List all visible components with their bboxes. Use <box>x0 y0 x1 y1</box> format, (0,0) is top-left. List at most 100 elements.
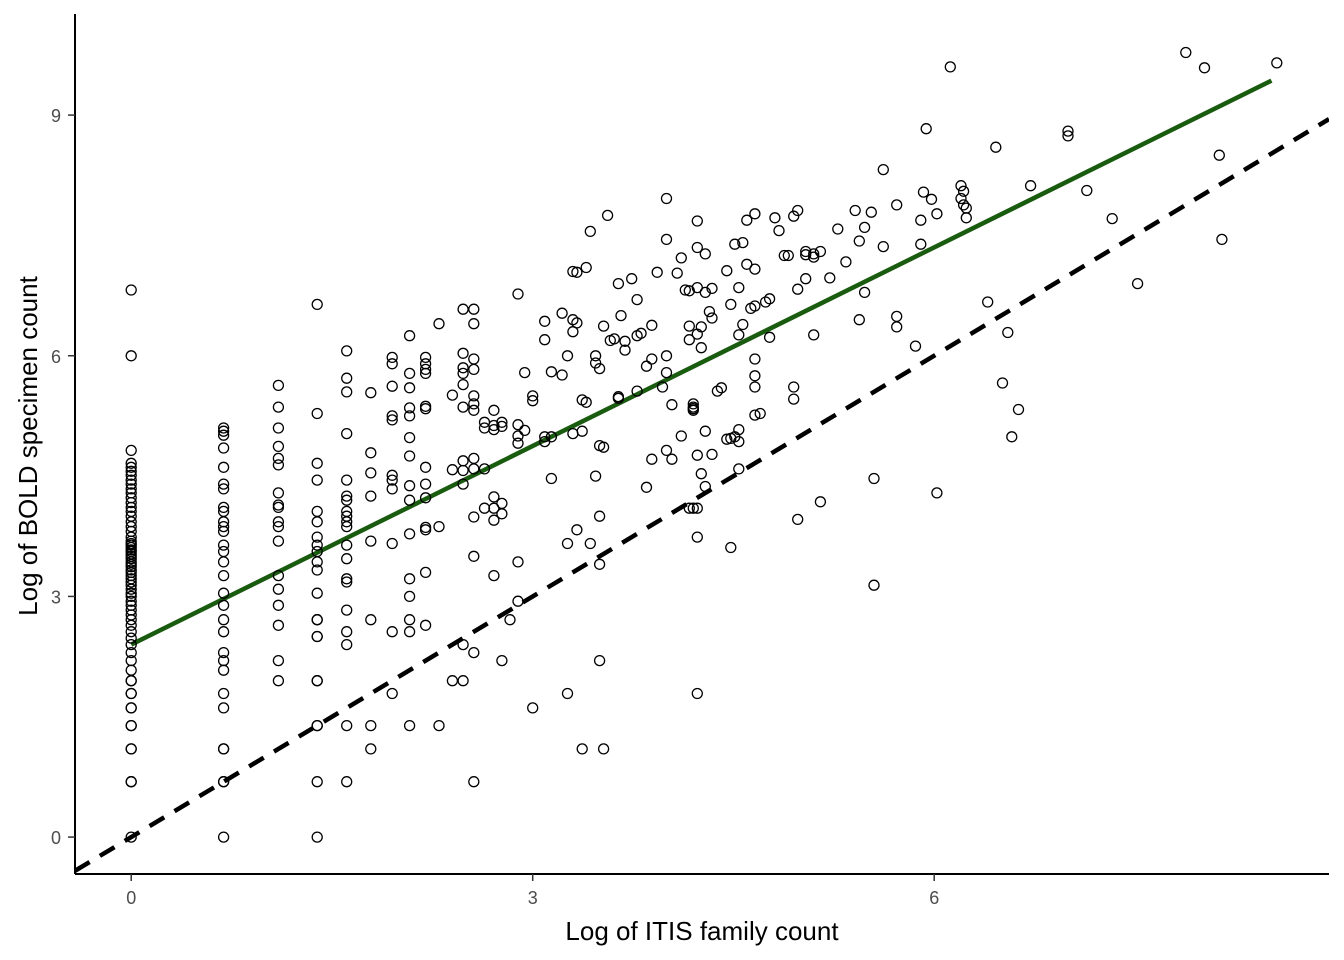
data-point <box>576 743 588 755</box>
data-point <box>539 315 551 327</box>
data-point <box>597 743 610 755</box>
data-point <box>217 587 230 599</box>
data-point <box>660 192 673 205</box>
data-point <box>778 249 790 262</box>
data-point <box>217 442 230 454</box>
data-point <box>496 497 508 510</box>
data-point <box>217 687 230 700</box>
data-point <box>272 401 285 413</box>
data-point <box>468 398 480 410</box>
data-point <box>691 241 703 254</box>
data-point <box>721 265 733 277</box>
data-point <box>687 403 699 415</box>
data-point <box>737 318 749 331</box>
data-point <box>311 298 323 311</box>
data-point <box>1216 233 1228 246</box>
data-point <box>386 537 398 550</box>
data-point <box>955 192 967 205</box>
data-point <box>341 553 353 565</box>
data-point <box>311 545 323 558</box>
data-point <box>272 583 285 595</box>
data-point <box>519 424 531 437</box>
data-point <box>675 430 687 442</box>
data-point <box>125 604 137 616</box>
data-point <box>468 646 480 659</box>
data-point <box>365 447 377 459</box>
data-point <box>931 487 943 499</box>
data-point <box>715 382 728 394</box>
data-point <box>539 431 551 443</box>
data-point <box>788 381 800 393</box>
reference-line <box>75 117 1329 873</box>
data-point <box>556 307 568 319</box>
data-point <box>584 225 596 238</box>
data-point <box>457 401 469 413</box>
data-point <box>683 502 695 514</box>
data-point <box>403 528 416 540</box>
data-point <box>593 362 606 375</box>
data-point <box>272 422 285 434</box>
data-point <box>433 318 445 330</box>
data-point <box>419 461 432 473</box>
data-point <box>800 249 812 261</box>
data-point <box>419 363 432 376</box>
data-point <box>468 404 480 416</box>
data-point <box>217 626 230 638</box>
data-point <box>125 687 137 700</box>
data-point <box>311 474 323 486</box>
data-point <box>419 492 432 504</box>
data-point <box>512 288 524 300</box>
data-point <box>683 334 695 346</box>
data-point <box>512 419 524 431</box>
data-point <box>419 478 432 490</box>
data-point <box>488 502 500 514</box>
data-point <box>311 719 323 732</box>
data-point <box>446 389 459 401</box>
data-point <box>217 422 230 434</box>
data-point <box>1062 125 1074 137</box>
data-points <box>125 46 1283 843</box>
data-point <box>957 185 970 197</box>
data-point <box>687 398 699 410</box>
data-point <box>468 353 480 365</box>
data-point <box>646 353 658 365</box>
data-point <box>125 469 137 481</box>
data-point <box>666 399 678 411</box>
data-point <box>635 327 647 339</box>
data-point <box>679 284 691 296</box>
data-point <box>849 204 861 217</box>
data-point <box>580 261 592 274</box>
y-tick-label: 0 <box>51 828 61 848</box>
data-point <box>1006 431 1018 443</box>
data-point <box>217 425 230 437</box>
data-point <box>1081 184 1093 197</box>
data-point <box>311 776 323 788</box>
data-point <box>567 265 579 278</box>
data-point <box>125 564 137 576</box>
data-point <box>457 675 469 687</box>
data-point <box>651 266 663 278</box>
fit-line <box>130 78 1273 647</box>
data-point <box>792 283 804 295</box>
data-point <box>403 450 416 462</box>
data-point <box>584 537 596 550</box>
data-point <box>666 453 678 465</box>
data-point <box>125 444 137 457</box>
data-point <box>691 502 703 514</box>
plot-area <box>75 78 1329 873</box>
data-point <box>419 358 432 370</box>
data-point <box>909 340 922 352</box>
data-point <box>915 214 927 226</box>
data-point <box>824 272 836 284</box>
data-point <box>571 317 583 329</box>
data-point <box>788 210 800 222</box>
data-point <box>488 514 500 526</box>
data-point <box>741 214 753 226</box>
data-point <box>640 360 653 372</box>
data-point <box>773 224 785 237</box>
data-point <box>125 632 137 644</box>
data-point <box>660 366 673 379</box>
data-point <box>612 277 625 290</box>
data-point <box>365 535 377 547</box>
